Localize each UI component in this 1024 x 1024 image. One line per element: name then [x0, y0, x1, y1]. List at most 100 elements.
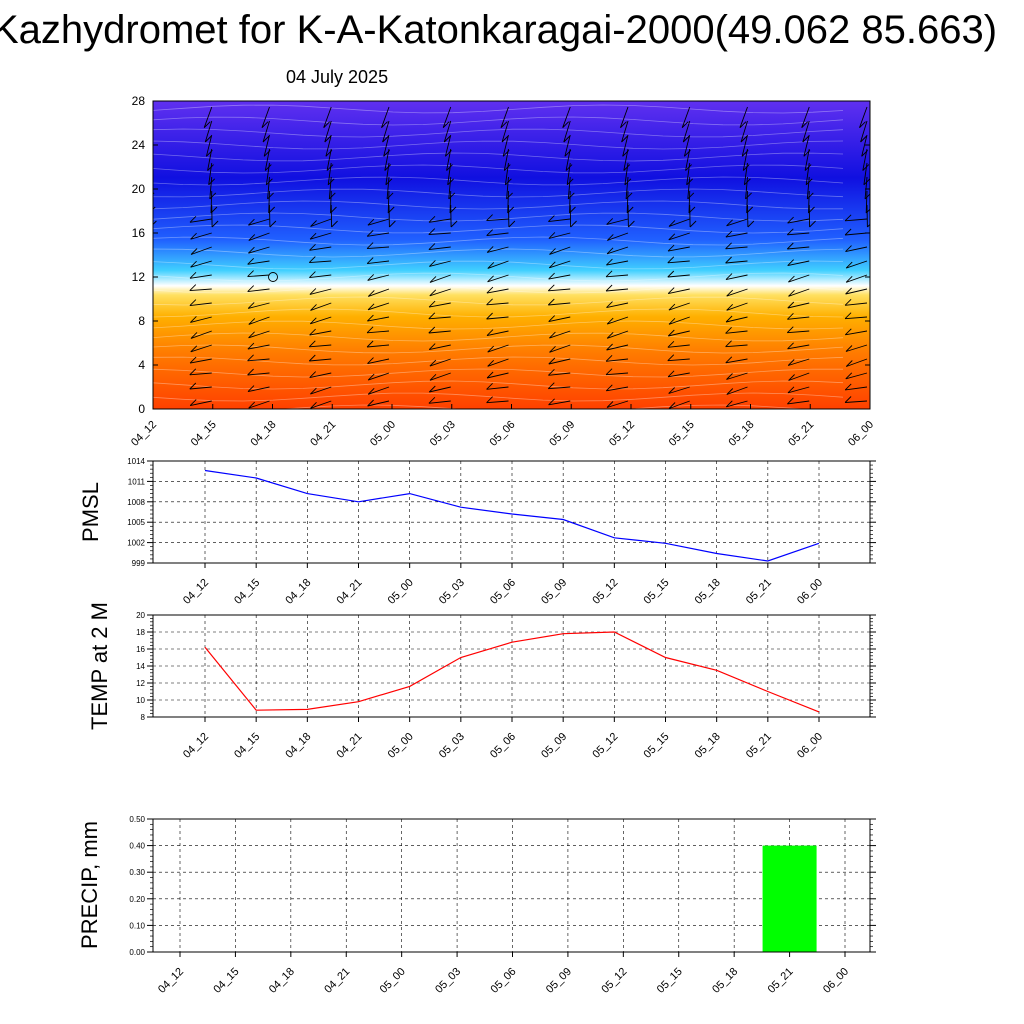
x-tick-label: 05_00 [378, 966, 408, 996]
wind-barb-flag [606, 331, 614, 339]
wind-barb-flag [725, 315, 733, 323]
wind-barb [624, 162, 629, 185]
x-tick-label: 05_15 [642, 731, 672, 761]
wind-barb [486, 386, 509, 390]
wind-barb-flag [367, 373, 375, 381]
wind-barb-flag [429, 359, 437, 367]
x-tick-label: 05_18 [693, 577, 723, 607]
isoline [153, 308, 844, 318]
wind-barb-flag [367, 290, 375, 297]
isoline [153, 236, 844, 246]
x-tick-label: 06_00 [821, 966, 851, 996]
wind-barb-flag [845, 372, 853, 380]
wind-barb [129, 345, 150, 352]
wind-barb-flag [845, 245, 852, 252]
wind-barb-flag [806, 192, 814, 200]
wind-barb-flag [844, 214, 852, 222]
wind-barb-flag [486, 329, 494, 336]
wind-barb [247, 386, 270, 393]
wind-barb [668, 330, 690, 337]
wind-barb [687, 176, 691, 199]
wind-barb-flag [429, 260, 436, 267]
wind-barb-flag [207, 164, 214, 171]
wind-barb-flag [787, 342, 794, 350]
wind-barb [501, 120, 509, 143]
wind-barb [805, 162, 810, 185]
wind-barb [429, 386, 451, 393]
wind-barb [208, 162, 213, 185]
wind-barb [248, 330, 270, 339]
wind-barb-flag [606, 317, 614, 325]
wind-barb-flag [367, 357, 374, 364]
wind-barb-flag [725, 326, 732, 334]
wind-barb-flag [382, 135, 389, 143]
wind-barb [607, 232, 629, 241]
wind-barb [787, 330, 810, 334]
wind-barb-flag [247, 354, 254, 362]
wind-barb [428, 400, 451, 404]
wind-barb-flag [867, 223, 870, 228]
wind-barb [548, 274, 571, 280]
wind-barb [149, 191, 150, 213]
wind-barb-flag [667, 244, 675, 252]
wind-barb-flag [486, 214, 493, 221]
wind-barb [128, 289, 150, 292]
wind-barb-flag [326, 164, 334, 171]
y-tick-label: 0.40 [129, 842, 145, 851]
wind-barb-flag [864, 193, 870, 200]
wind-barb-flag [247, 342, 255, 350]
wind-barb [667, 358, 690, 362]
x-tick-label: 05_21 [744, 577, 774, 607]
wind-barb-flag [845, 360, 853, 367]
x-tick-label: 05_12 [607, 419, 637, 449]
wind-barb [548, 358, 571, 365]
wind-barb-flag [428, 312, 436, 320]
wind-barb-flag [786, 326, 794, 334]
wind-barb [189, 372, 212, 376]
wind-barb [569, 190, 571, 214]
wind-barb-flag [487, 275, 494, 283]
wind-barb-flag [309, 232, 317, 240]
wind-barb [787, 316, 810, 320]
wind-barb [667, 274, 690, 278]
wind-barb-flag [623, 164, 631, 171]
wind-barb-flag [487, 359, 495, 367]
wind-barb [309, 246, 332, 251]
wind-barb-flag [189, 215, 197, 223]
wind-barb [741, 134, 748, 157]
y-tick-label: 0.30 [129, 868, 145, 877]
wind-barb-flag [310, 401, 317, 409]
x-tick-label: 04_21 [308, 419, 338, 449]
wind-barb-flag [211, 220, 219, 228]
wind-barb [247, 372, 270, 376]
wind-barb [548, 218, 571, 223]
wind-barb-flag [128, 383, 134, 389]
wind-barb [487, 344, 509, 353]
wind-barb [726, 288, 748, 297]
wind-barb [387, 190, 390, 214]
wind-barb-flag [667, 354, 675, 362]
y-tick-label: 1011 [128, 477, 146, 486]
wind-barb [725, 260, 748, 264]
x-tick-label: 05_12 [590, 731, 620, 761]
wind-barb-flag [428, 385, 436, 393]
y-tick-label: 8 [141, 713, 146, 722]
isoline [153, 104, 844, 114]
wind-barb-flag [606, 234, 614, 241]
wind-barb-flag [844, 383, 852, 391]
wind-barb [549, 260, 571, 269]
wind-barb-flag [247, 257, 255, 265]
wind-barb [507, 190, 509, 214]
wind-barb-flag [606, 343, 613, 351]
wind-barb-flag [845, 287, 852, 295]
wind-barb-flag [606, 247, 614, 255]
wind-barb-flag [264, 164, 272, 171]
panel-frame [152, 614, 871, 718]
wind-barb-flag [309, 317, 317, 325]
wind-barb-flag [267, 192, 274, 200]
wind-barb [367, 260, 390, 265]
wind-barb-flag [725, 256, 732, 264]
wind-barb-flag [248, 246, 255, 254]
wind-barb [861, 134, 868, 157]
series-line [204, 469, 820, 562]
